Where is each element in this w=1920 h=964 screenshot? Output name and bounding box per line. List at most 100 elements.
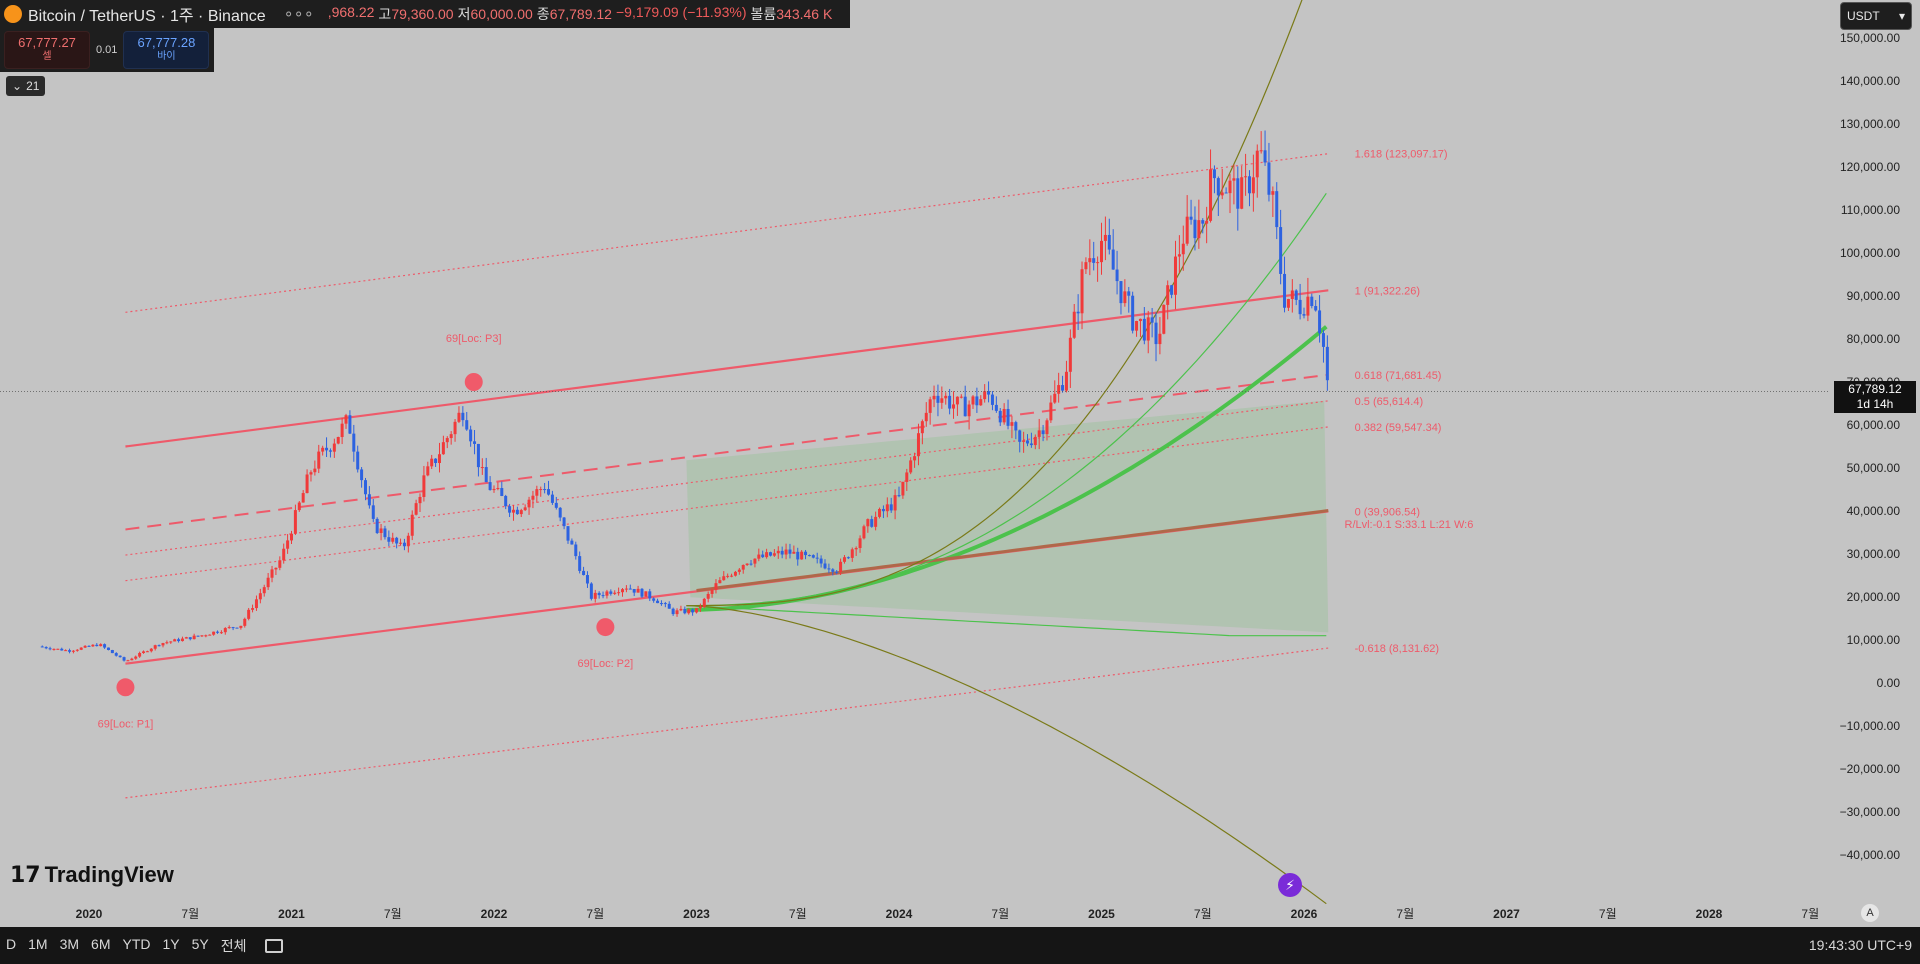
x-tick-label: 7월 — [384, 907, 402, 921]
lightning-icon[interactable]: ⚡ — [1278, 873, 1302, 897]
candle-body — [212, 631, 216, 635]
auto-scale-button[interactable]: A — [1861, 904, 1879, 922]
bottom-toolbar: D 1M 3M 6M YTD 1Y 5Y 전체 19:43:30 UTC+9 — [0, 927, 1920, 964]
candle-body — [114, 653, 118, 656]
candle-body — [617, 592, 621, 594]
candle-body — [952, 404, 956, 409]
candle-body — [153, 645, 157, 649]
range-button[interactable]: YTD — [122, 935, 151, 952]
range-button[interactable]: 전체 — [220, 937, 247, 954]
ohlc-key: 볼륨 — [750, 6, 777, 22]
candle-body — [391, 537, 395, 542]
candle-body — [924, 412, 928, 422]
x-tick-label: 2023 — [683, 907, 710, 921]
candle-body — [286, 540, 290, 549]
candle-body — [979, 399, 983, 406]
candle-body — [278, 560, 282, 568]
fib-label: 1.618 (123,097.17) — [1355, 149, 1448, 161]
candle-body — [1314, 306, 1318, 311]
candle-body — [784, 549, 788, 555]
candle-body — [963, 396, 967, 417]
y-tick-label: 0.00 — [1877, 676, 1901, 690]
range-button[interactable]: 3M — [59, 935, 80, 952]
logo-text: TradingView — [44, 862, 174, 887]
candle-body — [1251, 177, 1255, 194]
symbol-title[interactable]: Bitcoin / TetherUS · 1주 · Binance ∘∘∘ — [0, 2, 320, 26]
candle-body — [1255, 150, 1259, 178]
candle-body — [1306, 296, 1310, 316]
candle-body — [1224, 192, 1228, 194]
currency-select[interactable]: USDT ▾ — [1840, 2, 1912, 30]
candle-body — [1084, 262, 1088, 270]
x-tick-label: 7월 — [586, 907, 604, 921]
candle-body — [1181, 243, 1185, 255]
y-tick-label: 40,000.00 — [1847, 504, 1901, 518]
candle-body — [1111, 249, 1115, 270]
candle-body — [1045, 420, 1049, 435]
candle-body — [543, 489, 547, 491]
candle-body — [663, 603, 667, 605]
candle-body — [134, 656, 138, 659]
candle-body — [1325, 346, 1329, 381]
candle-body — [1177, 254, 1181, 257]
candle-body — [56, 648, 60, 650]
calendar-icon[interactable] — [264, 938, 283, 953]
candle-body — [1029, 443, 1033, 446]
indicators-toggle-button[interactable]: ⌄ 21 — [6, 76, 46, 96]
y-tick-label: −40,000.00 — [1840, 848, 1901, 862]
x-tick-label: 7월 — [1396, 907, 1414, 921]
candle-body — [846, 557, 850, 559]
candle-body — [266, 577, 270, 588]
range-button[interactable]: 6M — [91, 935, 111, 952]
candle-body — [566, 526, 570, 541]
y-tick-label: 10,000.00 — [1847, 633, 1901, 647]
candle-body — [371, 505, 375, 519]
candle-body — [1240, 177, 1244, 209]
candle-body — [819, 558, 823, 564]
candle-body — [161, 643, 165, 646]
candle-body — [878, 508, 882, 517]
sell-button[interactable]: 67,777.27 셀 — [4, 31, 90, 69]
candle-body — [737, 569, 741, 572]
candle-body — [800, 551, 804, 560]
candle-body — [126, 660, 130, 662]
candle-body — [839, 561, 843, 573]
candle-body — [726, 575, 730, 577]
symbol-name: Bitcoin / TetherUS · 1주 · Binance — [28, 8, 266, 25]
price-chart[interactable]: 150,000.00 140,000.00 130,000.00 120,000.00… — [0, 0, 1920, 927]
more-icon[interactable]: ∘∘∘ — [283, 6, 314, 23]
candle-body — [535, 489, 539, 496]
fib-label: 0.5 (65,614.4) — [1355, 396, 1424, 408]
candle-body — [1236, 178, 1240, 209]
candle-body — [928, 399, 932, 413]
range-button[interactable]: 1Y — [162, 935, 180, 952]
range-button[interactable]: 1M — [28, 935, 48, 952]
candle-body — [437, 454, 441, 464]
candle-body — [231, 627, 235, 629]
buy-button[interactable]: 67,777.28 바이 — [123, 31, 210, 69]
candle-body — [998, 410, 1002, 423]
range-button[interactable]: 5Y — [191, 935, 209, 952]
tradingview-logo[interactable]: 𝟭𝟳 TradingView — [10, 862, 174, 888]
range-button[interactable]: D — [6, 935, 17, 952]
candle-body — [118, 655, 122, 658]
candle-body — [547, 489, 551, 495]
candle-body — [578, 556, 582, 571]
fib-neg0618-line — [125, 647, 1329, 799]
candle-body — [274, 567, 278, 570]
candle-body — [1018, 430, 1022, 442]
candle-body — [301, 493, 305, 503]
candle-body — [1150, 317, 1154, 323]
candle-body — [745, 563, 749, 566]
candle-body — [1096, 262, 1100, 264]
candle-body — [804, 551, 808, 556]
candle-body — [940, 398, 944, 403]
candle-body — [1014, 422, 1018, 431]
candle-body — [874, 516, 878, 527]
x-tick-label: 2028 — [1696, 907, 1723, 921]
candle-body — [239, 625, 243, 628]
symbol-header[interactable]: Bitcoin / TetherUS · 1주 · Binance ∘∘∘ ,9… — [0, 0, 850, 28]
candle-body — [1244, 176, 1248, 178]
ohlc-readout: ,968.22 고79,360.00 저60,000.00 종67,789.12 −9,… — [320, 4, 833, 24]
candle-body — [68, 650, 72, 652]
